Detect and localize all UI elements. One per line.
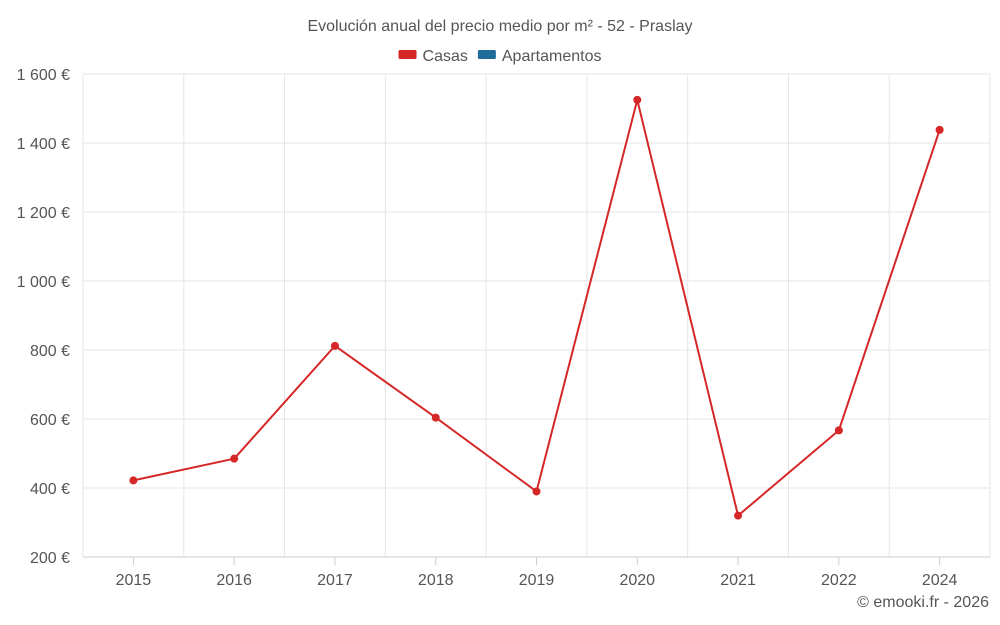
series-layer <box>129 95 944 520</box>
legend-swatch-apartamentos <box>477 50 496 59</box>
y-tick-label: 800 € <box>30 343 70 360</box>
legend: Casas Apartamentos <box>398 48 602 65</box>
y-tick-label: 200 € <box>30 550 70 567</box>
x-tick-label: 2020 <box>619 572 655 589</box>
y-tick-label: 600 € <box>30 412 70 429</box>
data-point <box>935 125 944 134</box>
y-tick-label: 400 € <box>30 481 70 498</box>
legend-swatch-casas <box>398 50 417 59</box>
data-point <box>431 413 440 422</box>
x-tick-label: 2017 <box>317 572 353 589</box>
legend-label-casas: Casas <box>423 48 468 65</box>
chart-title: Evolución anual del precio medio por m² … <box>307 18 692 35</box>
series-line-casas <box>133 98 941 517</box>
x-tick-label: 2018 <box>418 572 454 589</box>
data-point <box>834 426 843 435</box>
x-tick-label: 2021 <box>720 572 756 589</box>
y-tick-label: 1 600 € <box>17 67 70 84</box>
x-tick-label: 2019 <box>519 572 555 589</box>
y-tick-label: 1 200 € <box>17 205 70 222</box>
axes: 200 € 400 € 600 € 800 € 1 000 € 1 200 € 1 400 … <box>17 67 990 589</box>
data-point <box>532 487 541 496</box>
x-tick-label: 2024 <box>922 572 958 589</box>
x-tick-label: 2015 <box>116 572 152 589</box>
data-point <box>734 511 743 520</box>
grid <box>82 73 991 557</box>
data-point <box>129 476 138 485</box>
data-point <box>330 341 339 350</box>
x-tick-label: 2022 <box>821 572 857 589</box>
x-tick-label: 2016 <box>216 572 252 589</box>
y-tick-label: 1 400 € <box>17 136 70 153</box>
credit-text: © emooki.fr - 2026 <box>857 594 989 611</box>
data-point <box>633 95 642 104</box>
y-tick-label: 1 000 € <box>17 274 70 291</box>
legend-label-apartamentos: Apartamentos <box>502 48 602 65</box>
data-point <box>230 454 239 463</box>
